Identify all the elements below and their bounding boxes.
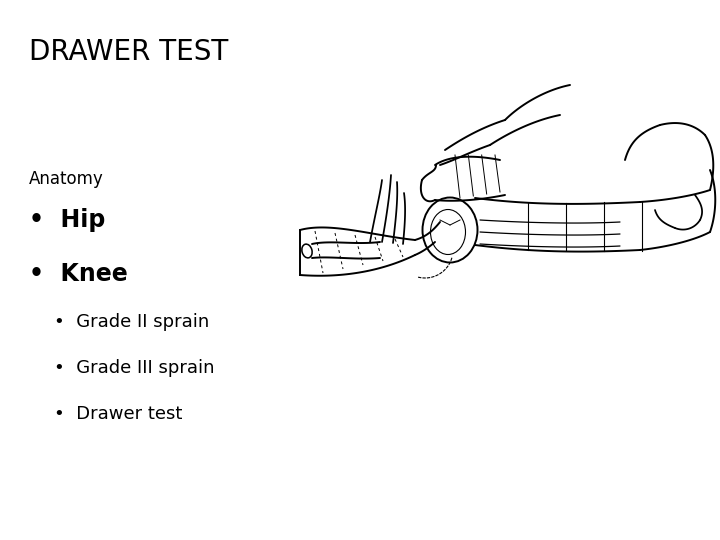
Text: •  Grade II sprain: • Grade II sprain (54, 313, 210, 331)
Text: •  Knee: • Knee (29, 262, 127, 286)
Text: DRAWER TEST: DRAWER TEST (29, 38, 228, 66)
Text: •  Drawer test: • Drawer test (54, 405, 182, 423)
Text: •  Grade III sprain: • Grade III sprain (54, 359, 215, 377)
Text: Anatomy: Anatomy (29, 170, 104, 188)
Text: •  Hip: • Hip (29, 208, 105, 232)
